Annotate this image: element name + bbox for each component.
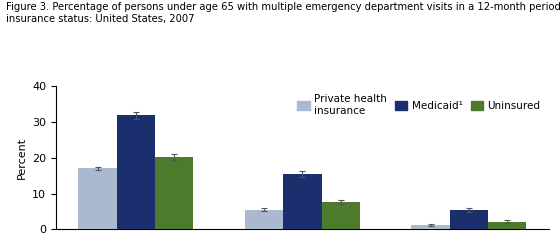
Bar [412, 225, 450, 229]
Legend: Private health
insurance, Medicaid¹, Uninsured: Private health insurance, Medicaid¹, Uni… [294, 91, 544, 119]
Bar [155, 157, 193, 229]
Bar [488, 222, 526, 229]
Bar [283, 174, 321, 229]
Bar [116, 115, 155, 229]
Bar [450, 210, 488, 229]
Y-axis label: Percent: Percent [17, 137, 26, 179]
Bar [245, 210, 283, 229]
Bar [78, 168, 116, 229]
Text: Figure 3. Percentage of persons under age 65 with multiple emergency department : Figure 3. Percentage of persons under ag… [6, 2, 560, 24]
Bar [321, 202, 360, 229]
